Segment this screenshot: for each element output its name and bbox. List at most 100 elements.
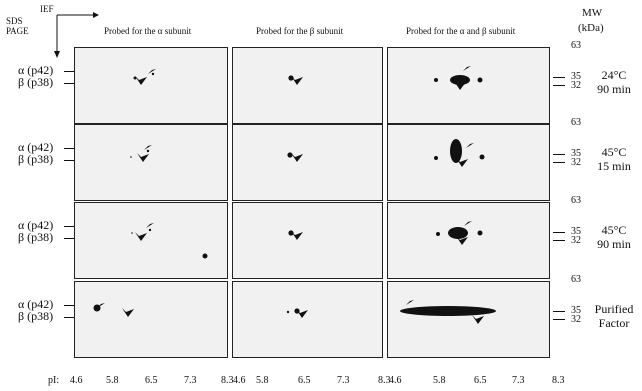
mw-marker-35: 35 [571,226,581,237]
protein-spot [286,310,290,314]
protein-spot [133,76,137,80]
column-header-alpha: Probed for the α subunit [104,26,192,36]
gel-spots [400,300,496,324]
protein-spot [146,149,150,153]
pi-tick-2c: 6.5 [474,375,487,386]
gel-spots [93,303,134,317]
gel-spots [133,69,156,85]
gel-spots [288,230,303,240]
gel-panel [387,124,550,201]
row-label-alpha: α (p42) [18,297,54,311]
row-label-alpha: α (p42) [18,140,54,154]
mw-tick [553,311,565,312]
condition-line2: 15 min [597,159,631,173]
beta-arrow-icon [291,231,303,240]
pi-tick-4: 8.3 [221,375,234,386]
alpha-arrow-icon [466,143,474,148]
beta-arrow-icon [291,153,303,162]
gel-spots [287,152,303,162]
mw-marker-63: 63 [571,117,581,128]
beta-arrow-icon [296,309,308,318]
row-label-beta: β (p38) [18,152,54,166]
mw-marker-32: 32 [571,314,581,325]
ief-label: IEF [40,4,54,14]
pi-tick-1c: 5.8 [433,375,446,386]
beta-tick [64,160,74,161]
mw-marker-35: 35 [571,71,581,82]
gel-panel [74,47,228,124]
sds-label-line2: PAGE [6,26,29,36]
protein-spot [288,230,294,236]
alpha-arrow-icon [97,303,105,308]
condition-line1: Purified [594,302,634,316]
beta-tick [64,317,74,318]
mw-marker-32: 32 [571,157,581,168]
alpha-tick [64,226,74,227]
pi-tick-2b: 6.5 [298,375,311,386]
gel-panel [387,202,550,279]
beta-tick [64,83,74,84]
protein-spot [148,228,152,232]
mw-tick [553,162,565,163]
pi-tick-3: 7.3 [184,375,197,386]
mw-marker-35: 35 [571,305,581,316]
protein-spot [151,72,155,76]
pi-tick-3c: 7.3 [512,375,525,386]
beta-arrow-icon [456,236,468,245]
protein-spot [434,156,438,160]
beta-tick [64,238,74,239]
protein-spot [400,306,496,316]
protein-spot [131,232,133,234]
mw-tick [553,240,565,241]
gel-panel [387,47,550,124]
mw-marker-63: 63 [571,195,581,206]
pi-tick-0: 4.6 [70,375,83,386]
gel-spots [434,66,483,90]
alpha-arrow-icon [406,300,414,305]
condition-line1: 45°C [601,145,627,159]
beta-arrow-icon [472,315,484,324]
pi-tick-1b: 5.8 [256,375,269,386]
alpha-tick [64,148,74,149]
gel-panel [232,47,383,124]
gel-panel [232,124,383,201]
beta-arrow-icon [135,76,147,85]
protein-spot [448,227,468,239]
gel-panel [232,202,383,279]
protein-spot [450,139,462,163]
mw-tick [553,85,565,86]
protein-spot [477,230,483,236]
mw-marker-63: 63 [571,40,581,51]
mw-marker-32: 32 [571,235,581,246]
protein-spot [477,77,483,83]
condition-line1: 45°C [601,223,627,237]
mw-tick [553,319,565,320]
pi-tick-4b: 8.3 [378,375,391,386]
gel-spots [131,223,208,259]
alpha-tick [64,71,74,72]
condition-line2: 90 min [597,82,631,96]
beta-arrow-icon [135,232,147,241]
alpha-tick [64,305,74,306]
protein-spot [450,75,470,85]
alpha-arrow-icon [463,66,471,71]
gel-panel [387,281,550,358]
pi-tick-0c: 4.6 [389,375,402,386]
alpha-arrow-icon [148,69,156,74]
protein-spot [436,232,440,236]
mw-tick [553,77,565,78]
alpha-arrow-icon [146,223,154,228]
kda-label: (kDa) [578,22,604,34]
condition-line2: 90 min [597,237,631,251]
gel-spots [434,139,485,167]
gel-spots [286,308,308,318]
sds-label-line1: SDS [6,16,23,26]
protein-spot [288,75,294,81]
pi-tick-1: 5.8 [106,375,119,386]
pi-tick-3b: 7.3 [337,375,350,386]
gel-spots [130,145,152,162]
row-label-beta: β (p38) [18,309,54,323]
mw-tick [553,232,565,233]
condition-line1: 24°C [601,68,627,82]
column-header-alpha-beta: Probed for the α and β subunit [406,26,516,36]
